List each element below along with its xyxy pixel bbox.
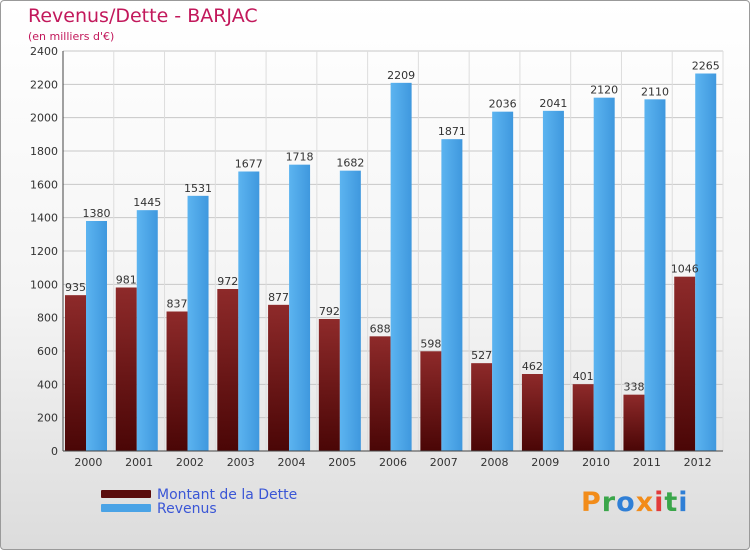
bar-revenus bbox=[492, 111, 514, 452]
data-label-revenus: 2120 bbox=[590, 84, 618, 97]
legend-swatch-dette bbox=[101, 490, 151, 498]
x-tick-label: 2000 bbox=[74, 456, 102, 469]
x-tick-label: 2003 bbox=[227, 456, 255, 469]
y-tick-label: 2200 bbox=[30, 78, 58, 91]
data-label-dette: 972 bbox=[217, 275, 238, 288]
bar-revenus bbox=[695, 73, 717, 451]
legend-swatch-revenus bbox=[101, 504, 151, 512]
x-tick-label: 2012 bbox=[684, 456, 712, 469]
data-label-revenus: 1718 bbox=[286, 151, 314, 164]
chart-subtitle: (en milliers d'€) bbox=[28, 30, 115, 43]
y-tick-label: 1200 bbox=[30, 245, 58, 258]
data-label-revenus: 2209 bbox=[387, 69, 415, 82]
x-tick-label: 2009 bbox=[531, 456, 559, 469]
y-tick-label: 800 bbox=[37, 312, 58, 325]
bar-dette bbox=[369, 336, 391, 451]
x-tick-label: 2011 bbox=[633, 456, 661, 469]
bar-revenus bbox=[390, 82, 412, 451]
legend-label-revenus: Revenus bbox=[157, 501, 217, 517]
data-label-dette: 401 bbox=[573, 370, 594, 383]
bar-dette bbox=[471, 363, 493, 451]
legend-label-dette: Montant de la Dette bbox=[157, 487, 298, 503]
bar-dette bbox=[674, 276, 696, 451]
data-label-revenus: 1380 bbox=[83, 207, 111, 220]
bar-dette bbox=[65, 295, 86, 451]
data-label-revenus: 1531 bbox=[184, 182, 212, 195]
data-label-dette: 1046 bbox=[671, 263, 699, 276]
data-label-dette: 688 bbox=[370, 322, 391, 335]
x-tick-label: 2005 bbox=[328, 456, 356, 469]
bar-dette bbox=[268, 304, 290, 451]
y-tick-label: 2000 bbox=[30, 112, 58, 125]
bar-revenus bbox=[136, 210, 158, 451]
y-tick-label: 0 bbox=[51, 445, 58, 458]
bar-dette bbox=[166, 311, 188, 451]
bar-dette bbox=[318, 319, 340, 451]
x-tick-label: 2007 bbox=[430, 456, 458, 469]
y-tick-label: 1800 bbox=[30, 145, 58, 158]
data-label-dette: 981 bbox=[116, 274, 137, 287]
y-tick-label: 1600 bbox=[30, 178, 58, 191]
data-label-revenus: 1682 bbox=[336, 157, 364, 170]
data-label-revenus: 2110 bbox=[641, 85, 669, 98]
y-tick-label: 600 bbox=[37, 345, 58, 358]
bar-revenus bbox=[289, 164, 311, 451]
y-tick-label: 1400 bbox=[30, 212, 58, 225]
y-tick-label: 1000 bbox=[30, 278, 58, 291]
chart-title: Revenus/Dette - BARJAC bbox=[28, 5, 258, 27]
data-label-dette: 792 bbox=[319, 305, 340, 318]
y-tick-label: 2400 bbox=[30, 45, 58, 58]
bar-revenus bbox=[187, 195, 209, 451]
x-tick-label: 2002 bbox=[176, 456, 204, 469]
bar-revenus bbox=[644, 99, 666, 451]
data-label-revenus: 1871 bbox=[438, 125, 466, 138]
bar-dette bbox=[521, 374, 543, 451]
bar-revenus bbox=[441, 139, 463, 451]
bar-revenus bbox=[542, 110, 564, 451]
x-tick-label: 2006 bbox=[379, 456, 407, 469]
data-label-revenus: 1677 bbox=[235, 158, 263, 171]
proxiti-logo: Proxiti bbox=[581, 487, 689, 518]
y-tick-label: 400 bbox=[37, 378, 58, 391]
data-label-revenus: 2041 bbox=[539, 97, 567, 110]
data-label-revenus: 1445 bbox=[133, 196, 161, 209]
data-label-revenus: 2036 bbox=[489, 98, 517, 111]
x-tick-label: 2010 bbox=[582, 456, 610, 469]
data-label-dette: 877 bbox=[268, 291, 289, 304]
bar-dette bbox=[115, 287, 137, 451]
data-label-dette: 837 bbox=[167, 298, 188, 311]
data-label-dette: 338 bbox=[623, 381, 644, 394]
data-label-dette: 527 bbox=[471, 349, 492, 362]
bar-revenus bbox=[86, 221, 107, 451]
data-label-dette: 935 bbox=[65, 281, 86, 294]
bar-dette bbox=[420, 351, 442, 451]
bar-dette bbox=[217, 289, 239, 451]
bar-dette bbox=[572, 384, 594, 451]
data-label-dette: 462 bbox=[522, 360, 543, 373]
bar-revenus bbox=[339, 170, 361, 451]
data-label-revenus: 2265 bbox=[692, 60, 720, 73]
bar-revenus bbox=[593, 97, 615, 452]
bar-dette bbox=[623, 394, 645, 451]
x-tick-label: 2004 bbox=[277, 456, 305, 469]
data-label-dette: 598 bbox=[420, 337, 441, 350]
bar-revenus bbox=[238, 171, 260, 451]
x-tick-label: 2001 bbox=[125, 456, 153, 469]
y-tick-label: 200 bbox=[37, 412, 58, 425]
x-tick-label: 2008 bbox=[481, 456, 509, 469]
